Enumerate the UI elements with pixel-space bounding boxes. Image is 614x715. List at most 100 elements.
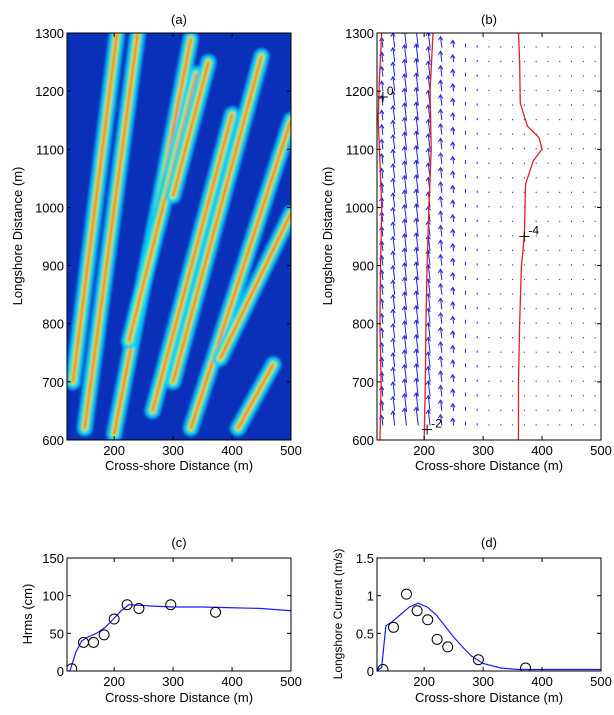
current-vector-arrowhead: [437, 50, 444, 56]
current-vector-arrowhead: [413, 101, 419, 106]
current-vector-arrowhead: [390, 61, 396, 66]
current-vector-arrowhead: [401, 116, 408, 122]
current-vector-arrow: [415, 58, 419, 77]
panel-b-contour-labels: 0 -2 -4: [377, 84, 539, 435]
current-vector-arrowhead: [401, 218, 408, 224]
current-vector-arrowhead: [390, 235, 396, 241]
current-vector-arrowhead: [450, 388, 456, 393]
current-vector-arrow: [381, 371, 384, 382]
panel-b-xtick-label: 300: [472, 443, 494, 458]
current-vector-arrowhead: [413, 391, 419, 397]
current-vector-arrowhead: [450, 344, 456, 350]
current-vector-arrow: [392, 381, 396, 397]
current-vector-arrowhead: [450, 199, 456, 204]
current-vector-arrowhead: [413, 333, 419, 339]
panel-a-xtick-label: 200: [103, 443, 125, 458]
current-vector-arrow: [392, 149, 396, 164]
current-vector-arrow: [403, 335, 407, 353]
current-vector-arrowhead: [401, 131, 408, 136]
current-vector-arrowhead: [390, 163, 396, 168]
current-vector-arrowhead: [413, 86, 419, 92]
current-vector-arrowhead: [450, 373, 456, 379]
current-vector-arrow: [381, 342, 384, 353]
panel-c-ytick-label: 100: [42, 589, 64, 604]
panel-b-ytick-label: 600: [352, 433, 374, 448]
current-vector-arrow: [403, 73, 407, 92]
panel-a-plot-area: [67, 33, 291, 440]
panel-b: (b) 0 -2 -4 200 300 400 500 600 700 800 900 1000 1…: [320, 12, 612, 473]
current-vector-arrowhead: [390, 192, 396, 197]
current-vector-arrow: [440, 414, 443, 426]
panel-b-ytick-label: 1100: [346, 142, 374, 157]
current-vector-arrowhead: [437, 268, 444, 274]
current-vector-arrowhead: [413, 304, 419, 310]
current-vector-arrow: [392, 120, 396, 135]
panel-d-xlabel: Cross-shore Distance (m): [415, 690, 563, 705]
current-vector-arrowhead: [401, 232, 408, 238]
current-vector-arrow: [381, 400, 384, 411]
current-vector-arrow: [440, 283, 443, 295]
current-vector-arrowhead: [390, 250, 396, 255]
current-vector-arrow: [440, 80, 443, 92]
current-vector-arrowhead: [401, 349, 408, 354]
current-vector-arrowhead: [413, 57, 419, 63]
current-vector-arrow: [392, 411, 396, 426]
current-vector-arrowhead: [413, 115, 419, 121]
current-vector-arrow: [440, 298, 443, 310]
panel-c-xtick-label: 300: [162, 674, 184, 689]
current-vector-arrowhead: [413, 43, 419, 48]
current-vector-arrowhead: [379, 371, 385, 376]
panel-d-y-ticks: 0 0.5 1 1.5: [356, 551, 601, 679]
current-vector-arrowhead: [390, 351, 396, 357]
current-vector-arrowhead: [390, 119, 396, 125]
current-vector-arrowhead: [437, 253, 444, 259]
current-vector-arrow: [416, 33, 419, 48]
current-vector-arrow: [452, 345, 455, 353]
panel-b-title: (b): [481, 12, 497, 27]
current-vector-arrow: [427, 119, 431, 135]
current-vector-arrowhead: [437, 413, 444, 419]
current-vector-arrow: [452, 389, 455, 397]
current-vector-arrowhead: [379, 80, 385, 86]
current-vector-arrow: [452, 418, 455, 426]
current-vector-arrow: [440, 138, 443, 150]
current-vector-arrow: [403, 248, 407, 266]
current-vector-arrowhead: [413, 377, 419, 383]
panel-a-title: (a): [171, 12, 187, 27]
current-vector-arrowhead: [437, 195, 444, 201]
current-vector-arrowhead: [390, 410, 396, 415]
current-vector-arrow: [427, 322, 431, 339]
current-vector-arrow: [415, 363, 419, 382]
current-vector-arrowhead: [425, 74, 431, 80]
panel-a-axes-box: [66, 32, 292, 441]
current-vector-arrowhead: [437, 93, 444, 99]
current-vector-arrow: [427, 337, 431, 353]
current-vector-arrowhead: [390, 90, 396, 96]
panel-c-xlabel: Cross-shore Distance (m): [105, 690, 253, 705]
panel-d-data-point: [388, 621, 400, 633]
current-vector-arrow: [392, 33, 396, 48]
current-vector-arrow: [452, 360, 455, 368]
current-vector-arrowhead: [390, 395, 396, 401]
panel-b-depth-contours: [377, 33, 543, 440]
current-vector-arrow: [415, 189, 419, 208]
current-vector-arrow: [440, 225, 443, 237]
current-vector-arrowhead: [379, 385, 385, 391]
current-vector-arrowhead: [425, 351, 431, 356]
panel-b-x-ticks: 200 300 400 500: [413, 33, 612, 458]
current-vector-arrowhead: [413, 290, 419, 295]
current-vector-arrow: [440, 327, 443, 339]
panel-d-data-point: [400, 588, 412, 600]
current-vector-arrowhead: [413, 246, 419, 252]
panel-d-data-point: [442, 641, 454, 653]
current-vector-arrowhead: [401, 407, 408, 413]
panel-a-ytick-label: 1200: [35, 84, 64, 99]
current-vector-arrowhead: [413, 232, 419, 237]
current-vector-arrowhead: [401, 87, 408, 93]
current-vector-arrowhead: [450, 39, 456, 45]
current-vector-arrow: [392, 236, 396, 252]
panel-c-ylabel: Hrms (cm): [20, 584, 35, 645]
current-vector-arrow: [415, 334, 419, 353]
current-vector-arrow: [403, 233, 407, 252]
